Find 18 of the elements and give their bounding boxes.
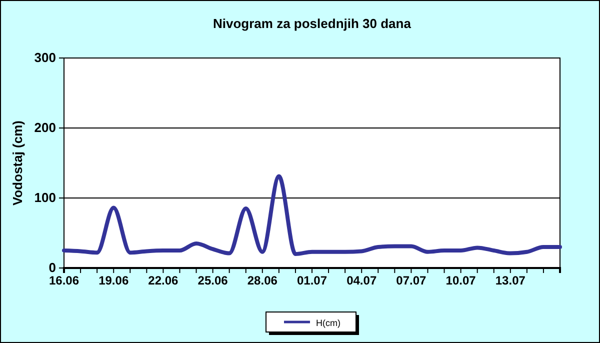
x-tick-label: 10.07	[446, 274, 476, 288]
legend-label: H(cm)	[316, 318, 340, 328]
line-series	[62, 174, 562, 256]
x-tick-label: 22.06	[148, 274, 179, 288]
y-axis-title: Vodostaj (cm)	[10, 120, 25, 206]
y-tick-label: 0	[48, 260, 56, 276]
x-tick-label: 04.07	[346, 274, 377, 288]
x-tick-label: 28.06	[247, 274, 278, 288]
x-tick-label: 13.07	[495, 274, 526, 288]
y-tick-label: 200	[34, 120, 56, 136]
x-tick-label: 01.07	[296, 274, 328, 288]
x-tick-label: 25.06	[198, 274, 228, 288]
y-tick-label: 300	[34, 50, 56, 66]
y-tick-label: 100	[34, 190, 56, 206]
x-tick-label: 16.06	[48, 274, 80, 288]
chart-title: Nivogram za poslednjih 30 dana	[213, 16, 412, 31]
x-tick-label: 19.06	[98, 274, 129, 288]
x-tick-label: 07.07	[396, 274, 427, 288]
